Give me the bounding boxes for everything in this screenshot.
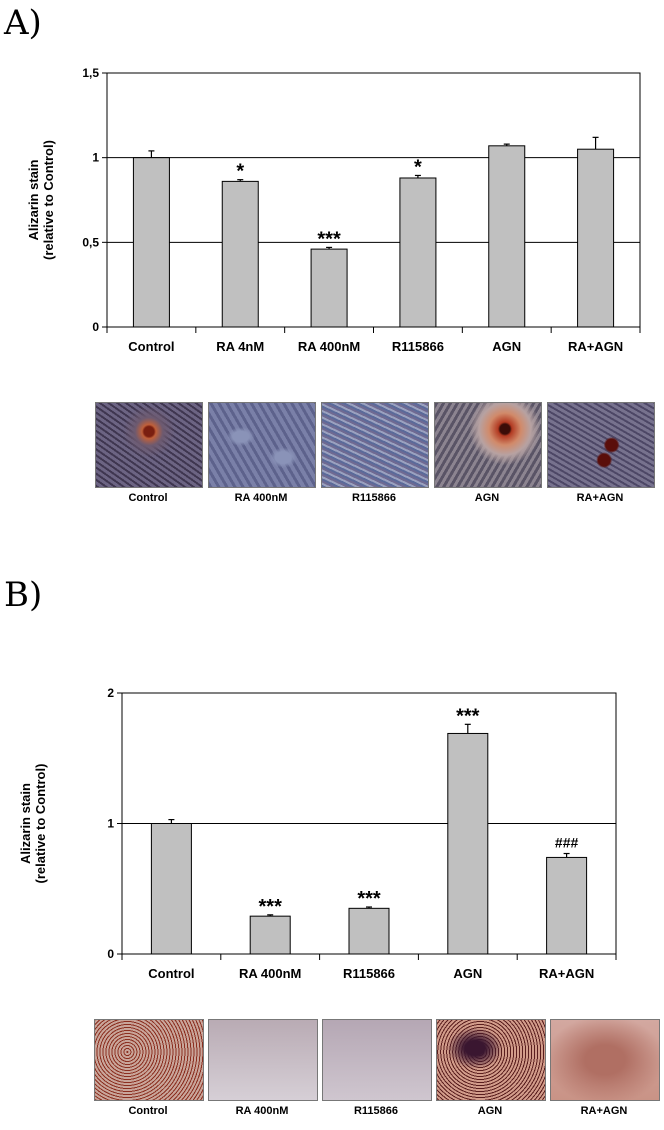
micrograph-image — [547, 402, 655, 488]
x-category-label: RA+AGN — [568, 339, 623, 354]
y-tick-label: 1,5 — [82, 66, 99, 80]
micrograph-label: Control — [128, 492, 168, 504]
x-category-label: RA+AGN — [539, 966, 594, 981]
bar — [221, 180, 259, 328]
significance-marker: * — [236, 161, 244, 183]
y-tick-label: 2 — [107, 686, 114, 700]
x-category-label: AGN — [453, 966, 482, 981]
panel-a-bar-chart: 0 0,5 1 1,5 Alizarin stain(relative to Contr… — [26, 66, 641, 354]
significance-marker: *** — [357, 888, 381, 910]
bar — [399, 177, 437, 328]
y-tick-label: 0,5 — [82, 235, 99, 249]
micrograph-label: RA 400nM — [234, 492, 288, 504]
x-category-label: RA 400nM — [239, 966, 301, 981]
micrograph-image — [436, 1019, 546, 1101]
micrograph-label: RA+AGN — [580, 1105, 628, 1117]
micrograph-label: Control — [128, 1105, 168, 1117]
panel-b-letter: B) — [4, 575, 43, 615]
x-category-label: Control — [128, 339, 174, 354]
panel-b-bar-chart: 0 1 2 Alizarin stain(relative to Control) Co… — [18, 686, 617, 981]
y-tick-label: 1 — [107, 817, 114, 831]
bar — [488, 145, 526, 328]
bar — [249, 915, 291, 955]
panel-b-photo-strip: Control RA 400nM R115866 AGN RA+AGN — [0, 1019, 664, 1130]
micrograph-label: AGN — [477, 1105, 503, 1117]
y-axis-label: Alizarin stain(relative to Control) — [18, 764, 48, 884]
bar — [150, 823, 192, 955]
micrograph-image — [94, 1019, 204, 1101]
panel-a-letter: A) — [4, 3, 42, 43]
bar — [546, 856, 588, 955]
y-axis-label: Alizarin stain(relative to Control) — [26, 140, 56, 260]
significance-marker: * — [414, 156, 422, 178]
x-category-label: RA 400nM — [298, 339, 360, 354]
micrograph-image — [208, 402, 316, 488]
micrograph-label: RA+AGN — [576, 492, 624, 504]
micrograph-label: RA 400nM — [235, 1105, 289, 1117]
micrograph-label: R115866 — [353, 1105, 399, 1117]
x-category-label: R115866 — [392, 339, 444, 354]
micrograph-image — [321, 402, 429, 488]
y-tick-label: 0 — [92, 320, 99, 334]
bar — [132, 157, 170, 328]
x-category-label: R115866 — [343, 966, 395, 981]
bar — [310, 248, 348, 328]
bar — [577, 148, 615, 328]
significance-marker: ### — [555, 835, 579, 851]
x-category-label: AGN — [492, 339, 521, 354]
y-tick-label: 1 — [92, 151, 99, 165]
y-tick-label: 0 — [107, 947, 114, 961]
micrograph-image — [550, 1019, 660, 1101]
micrograph-image — [208, 1019, 318, 1101]
micrograph-image — [95, 402, 203, 488]
plot-area — [106, 72, 641, 328]
significance-marker: *** — [317, 228, 341, 250]
micrograph-label: AGN — [474, 492, 500, 504]
micrograph-image — [322, 1019, 432, 1101]
micrograph-image — [434, 402, 542, 488]
micrograph-label: R115866 — [351, 492, 397, 504]
x-category-label: Control — [148, 966, 194, 981]
significance-marker: *** — [456, 705, 480, 727]
significance-marker: *** — [259, 896, 283, 918]
panel-a-photo-strip: Control RA 400nM R115866 AGN RA+AGN — [0, 402, 664, 517]
x-category-label: RA 4nM — [216, 339, 264, 354]
bar — [348, 907, 390, 955]
bar — [447, 732, 489, 955]
